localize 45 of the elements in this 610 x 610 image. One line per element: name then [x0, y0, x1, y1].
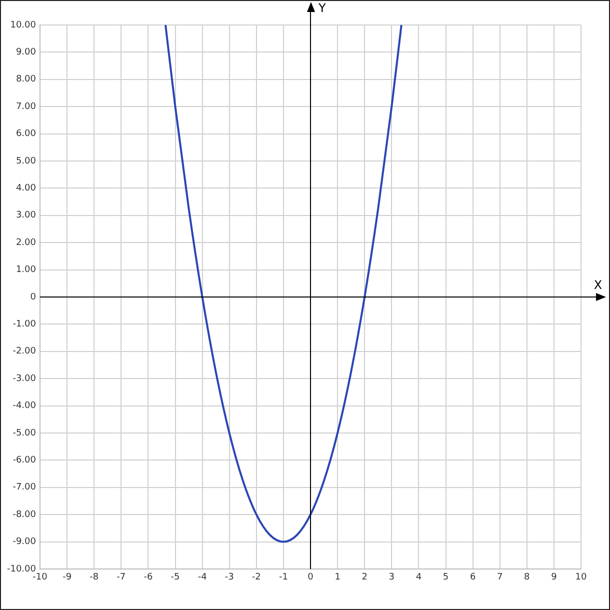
y-tick-label: -2.00	[12, 346, 36, 357]
y-tick-label: -1.00	[12, 320, 36, 330]
y-axis-title: Y	[318, 1, 326, 16]
line-series	[164, 24, 402, 543]
x-tick-label: -5	[170, 572, 180, 583]
x-tick-label: -1	[278, 572, 288, 583]
x-tick-label: 1	[334, 572, 340, 583]
y-tick-label: 9.00	[16, 48, 36, 58]
x-tick-label: -10	[32, 572, 48, 583]
y-tick-label: 10.00	[10, 20, 36, 30]
x-tick-label: -2	[252, 572, 261, 583]
x-tick-label: 3	[388, 572, 395, 583]
y-tick-label: 8.00	[16, 74, 36, 85]
x-tick-label: -7	[116, 572, 126, 583]
x-tick-label: 4	[416, 572, 422, 583]
x-tick-label: 9	[551, 572, 558, 583]
x-tick-label: -3	[224, 572, 234, 583]
y-tick-label: 7.00	[16, 102, 36, 112]
x-tick-label: 10	[575, 572, 587, 583]
y-tick-label: -6.00	[12, 456, 36, 466]
x-tick-label: -9	[62, 572, 72, 583]
x-tick-label: 2	[362, 572, 368, 583]
x-axis-title: X	[594, 278, 602, 292]
y-tick-label: 0	[30, 292, 36, 302]
y-tick-label: -10.00	[6, 564, 36, 574]
y-tick-label: -9.00	[12, 537, 36, 548]
y-tick-label: 1.00	[16, 265, 36, 276]
x-tick-label: 6	[470, 572, 476, 583]
x-tick-label: 7	[496, 572, 503, 583]
x-tick-label: -8	[90, 572, 99, 583]
y-tick-label: 4.00	[16, 184, 36, 194]
y-tick-label: -3.00	[12, 374, 36, 384]
x-tick-label: 0	[308, 572, 314, 583]
y-tick-label: 2.00	[16, 238, 36, 248]
y-tick-label: -8.00	[12, 510, 36, 520]
y-tick-label: 5.00	[16, 156, 36, 166]
y-tick-label: 6.00	[16, 129, 36, 140]
x-tick-label: -4	[198, 572, 208, 583]
x-tick-label: -6	[144, 572, 153, 583]
y-tick-label: 3.00	[16, 210, 36, 221]
y-tick-label: -7.00	[12, 482, 36, 493]
x-tick-label: 5	[442, 572, 449, 583]
y-tick-label: -4.00	[12, 401, 36, 412]
x-tick-label: 8	[524, 572, 530, 583]
y-tick-label: -5.00	[12, 428, 36, 438]
